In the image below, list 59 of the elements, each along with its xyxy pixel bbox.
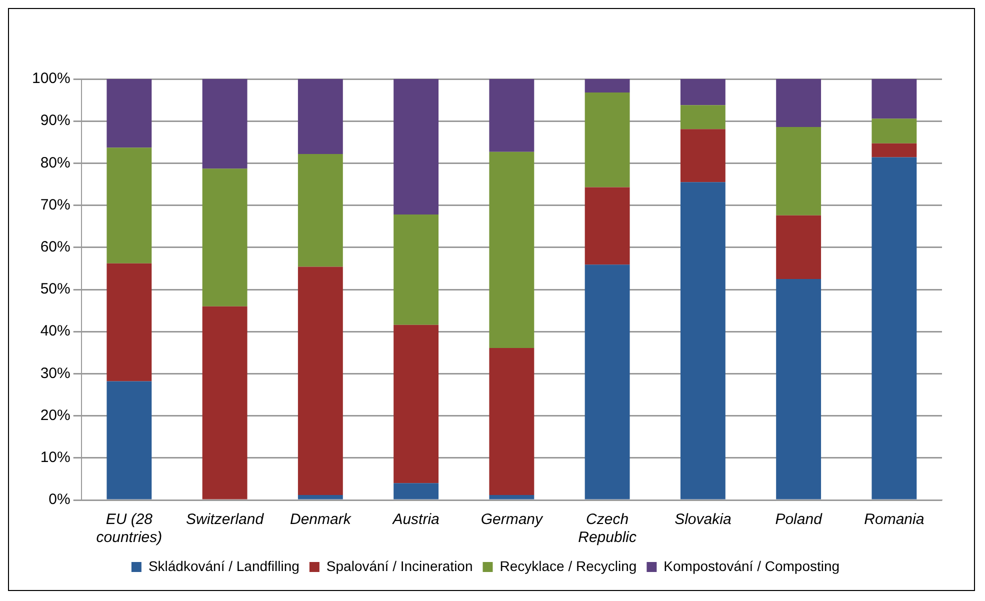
bar: [776, 278, 822, 500]
x-tick-label: Austria: [392, 511, 440, 528]
bar: [106, 79, 152, 148]
x-tick-label: Poland: [775, 511, 823, 528]
bar: [584, 187, 630, 265]
bar: [489, 348, 534, 495]
x-tick-label: Romania: [864, 511, 924, 528]
bar: [489, 494, 534, 500]
bar: [298, 79, 343, 154]
bar: [584, 79, 630, 92]
bar: [106, 381, 152, 500]
y-tick-label: 80%: [40, 154, 70, 172]
bar: [872, 118, 917, 144]
bar: [489, 79, 534, 152]
x-tick-label: Denmark: [290, 511, 352, 528]
bar: [394, 214, 439, 325]
bar: [776, 126, 822, 216]
y-tick-label: 0%: [48, 491, 70, 508]
bar: [584, 92, 630, 188]
y-tick-label: 10%: [40, 449, 70, 466]
legend-label: Skládkování / Landfilling: [148, 558, 300, 574]
y-tick-label: 40%: [40, 322, 70, 340]
bar: [106, 263, 152, 382]
bar: [680, 129, 726, 182]
legend-label: Spalování / Incineration: [326, 558, 473, 574]
bar: [489, 152, 534, 348]
bar: [394, 483, 439, 500]
bar: [394, 79, 439, 215]
bar: [680, 182, 726, 500]
y-tick-label: 60%: [40, 238, 70, 256]
bar: [394, 324, 439, 484]
bar: [202, 79, 248, 169]
bar: [776, 79, 822, 127]
bar: [776, 215, 822, 279]
y-tick-label: 100%: [32, 70, 70, 88]
y-tick-label: 20%: [40, 406, 70, 424]
bar: [584, 264, 630, 500]
bar: [680, 105, 726, 130]
legend-label: Recyklace / Recycling: [500, 558, 637, 574]
y-tick-label: 30%: [40, 364, 70, 382]
x-tick-label: Switzerland: [186, 511, 264, 528]
bar: [872, 143, 917, 158]
bar: [298, 494, 343, 500]
bar: [202, 168, 248, 306]
x-tick-label: Slovakia: [674, 511, 732, 528]
bar: [298, 154, 343, 267]
bar: [202, 306, 248, 500]
bar: [680, 79, 726, 106]
y-tick-label: 70%: [40, 196, 70, 214]
x-tick-label: Czech Republic: [578, 511, 637, 546]
bar: [872, 79, 917, 119]
x-tick-label: Germany: [480, 511, 544, 528]
y-tick-label: 50%: [40, 280, 70, 298]
bar: [298, 266, 343, 495]
bar: [106, 148, 152, 264]
y-tick-label: 90%: [40, 112, 70, 130]
legend-label: Kompostování / Composting: [664, 558, 840, 574]
x-tick-label: EU (28 countries): [96, 511, 162, 546]
bar: [872, 157, 917, 500]
